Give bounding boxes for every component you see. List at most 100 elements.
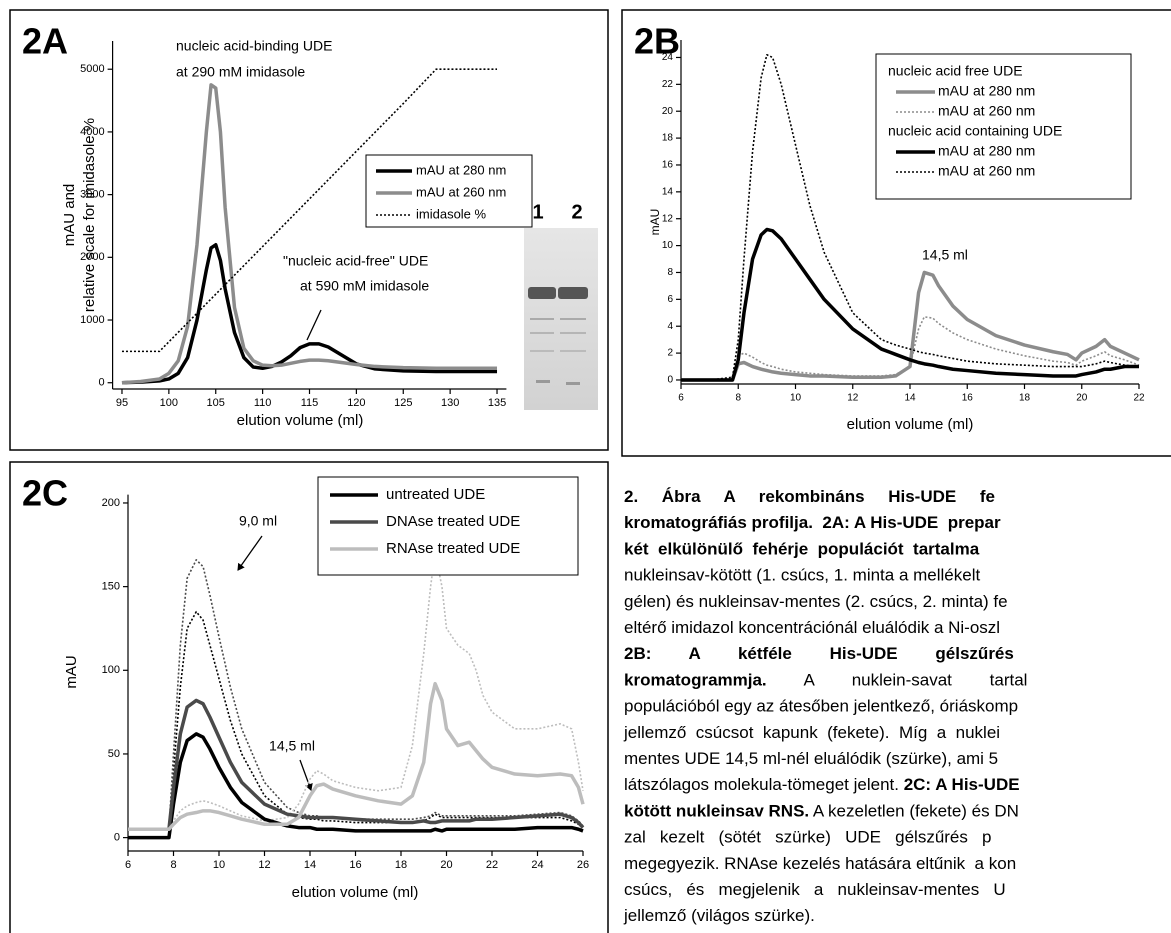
legend-label: imidasole %: [416, 206, 487, 221]
panel-label: 2C: [22, 473, 68, 514]
annotation: 14,5 ml: [922, 247, 968, 263]
series-line: [128, 734, 583, 838]
x-tick-label: 18: [1019, 393, 1031, 404]
x-tick-label: 10: [790, 393, 802, 404]
annotation: at 290 mM imidasole: [176, 64, 305, 80]
x-axis-title: elution volume (ml): [237, 412, 364, 429]
y-tick-label: 150: [102, 581, 120, 593]
x-axis-title: elution volume (ml): [847, 416, 974, 433]
caption-line: csúcs, és megjelenik a nukleinsav-mentes…: [624, 880, 1006, 899]
legend-label: mAU at 260 nm: [938, 163, 1035, 179]
x-tick-label: 95: [116, 397, 128, 409]
y-axis-title: mAU and: [61, 184, 78, 247]
annotation: nucleic acid-binding UDE: [176, 38, 332, 54]
annotation: 9,0 ml: [239, 513, 277, 529]
legend-label: RNAse treated UDE: [386, 540, 520, 557]
panel-label: 2A: [22, 21, 68, 62]
caption-text: csúcs, és megjelenik a nukleinsav-mentes…: [624, 880, 1006, 899]
x-tick-label: 105: [207, 397, 225, 409]
x-axis-title: elution volume (ml): [292, 884, 419, 901]
caption-text: A nuklein-savat tartal: [767, 671, 1028, 690]
annotation: "nucleic acid-free" UDE: [283, 253, 428, 269]
x-tick-label: 120: [347, 397, 365, 409]
caption-text: zal kezelt (sötét szürke) UDE gélszűrés …: [624, 828, 992, 847]
legend-label: DNAse treated UDE: [386, 513, 520, 530]
legend-label: mAU at 280 nm: [938, 143, 1035, 159]
caption-text: jellemző csúcsot kapunk (fekete). Míg a …: [623, 723, 1000, 742]
caption-text: 2B: A kétféle His-UDE gélszűrés: [624, 645, 1014, 664]
y-tick-label: 4: [667, 321, 673, 332]
caption-line: látszólagos molekula-tömeget jelent. 2C:…: [624, 776, 1020, 795]
caption-text: populációból egy az átesőben jelentkező,…: [624, 697, 1018, 716]
x-tick-label: 14: [904, 393, 916, 404]
y-tick-label: 20: [662, 106, 674, 117]
caption-line: kromatogrammja. A nuklein-savat tartal: [624, 671, 1027, 690]
caption-text: jellemző (világos szürke).: [623, 907, 815, 926]
series-line: [128, 612, 583, 838]
caption-text: mentes UDE 14,5 ml-nél eluálódik (szürke…: [624, 749, 998, 768]
series-line: [128, 684, 583, 830]
legend-group-title: nucleic acid containing UDE: [888, 123, 1062, 139]
caption-text: két elkülönülő fehérje populációt tartal…: [624, 540, 980, 559]
legend-label: mAU at 260 nm: [938, 103, 1035, 119]
inset-label: 1: [532, 201, 543, 223]
gel-inset: [524, 228, 598, 410]
caption-line: jellemző csúcsot kapunk (fekete). Míg a …: [623, 723, 1000, 742]
caption-line: zal kezelt (sötét szürke) UDE gélszűrés …: [624, 828, 992, 847]
figure: 2A01000200030004000500095100105110115120…: [0, 0, 1171, 933]
annotation-arrow: [307, 310, 321, 340]
y-tick-label: 200: [102, 497, 120, 509]
y-tick-label: 24: [662, 52, 674, 63]
x-tick-label: 24: [531, 859, 543, 871]
annotation-arrow: [238, 536, 262, 570]
caption-line: jellemző (világos szürke).: [623, 907, 815, 926]
caption-line: eltérő imidazol koncentrációnál eluálódi…: [624, 618, 1000, 637]
caption-text: 2. Ábra A rekombináns His-UDE fe: [624, 487, 995, 506]
y-tick-label: 22: [662, 79, 674, 90]
caption-text: eltérő imidazol koncentrációnál eluálódi…: [624, 618, 1000, 637]
y-axis-title: mAU: [63, 655, 80, 688]
x-tick-label: 16: [962, 393, 974, 404]
x-tick-label: 16: [349, 859, 361, 871]
caption-text: látszólagos molekula-tömeget jelent.: [624, 776, 904, 795]
inset-label: 2: [571, 201, 582, 223]
y-tick-label: 6: [667, 294, 673, 305]
panel-label: 2B: [634, 21, 680, 62]
y-tick-label: 0: [667, 375, 673, 386]
y-tick-label: 14: [662, 186, 674, 197]
x-tick-label: 135: [488, 397, 506, 409]
caption-line: 2B: A kétféle His-UDE gélszűrés: [624, 645, 1014, 664]
y-tick-label: 100: [102, 664, 120, 676]
series-line: [122, 85, 497, 383]
caption-text: kötött nukleinsav RNS.: [624, 802, 809, 821]
x-tick-label: 12: [258, 859, 270, 871]
x-tick-label: 115: [301, 397, 319, 409]
caption-line: populációból egy az átesőben jelentkező,…: [624, 697, 1018, 716]
caption-line: két elkülönülő fehérje populációt tartal…: [624, 540, 980, 559]
legend-label: mAU at 280 nm: [938, 83, 1035, 99]
caption-text: gélen) és nukleinsav-mentes (2. csúcs, 2…: [624, 592, 1008, 611]
caption-text: kromatogrammja.: [624, 671, 767, 690]
legend-label: mAU at 260 nm: [416, 184, 506, 199]
series-line: [128, 553, 583, 829]
y-tick-label: 1000: [80, 314, 104, 326]
x-tick-label: 8: [170, 859, 176, 871]
x-tick-label: 10: [213, 859, 225, 871]
x-tick-label: 6: [678, 393, 684, 404]
y-tick-label: 18: [662, 133, 674, 144]
caption-line: nukleinsav-kötött (1. csúcs, 1. minta a …: [624, 566, 980, 585]
y-tick-label: 2: [667, 348, 673, 359]
annotation: at 590 mM imidasole: [300, 278, 429, 294]
x-tick-label: 6: [125, 859, 131, 871]
x-tick-label: 8: [735, 393, 741, 404]
y-tick-label: 5000: [80, 63, 104, 75]
caption-line: megegyezik. RNAse kezelés hatására eltűn…: [624, 854, 1016, 873]
x-tick-label: 100: [160, 397, 178, 409]
x-tick-label: 26: [577, 859, 589, 871]
legend-group-title: nucleic acid free UDE: [888, 63, 1023, 79]
caption-line: kromatográfiás profilja. 2A: A His-UDE p…: [624, 514, 1001, 533]
x-tick-label: 125: [394, 397, 412, 409]
legend-label: untreated UDE: [386, 486, 485, 503]
y-tick-label: 0: [114, 832, 120, 844]
caption-text: 2C: A His-UDE: [904, 776, 1020, 795]
